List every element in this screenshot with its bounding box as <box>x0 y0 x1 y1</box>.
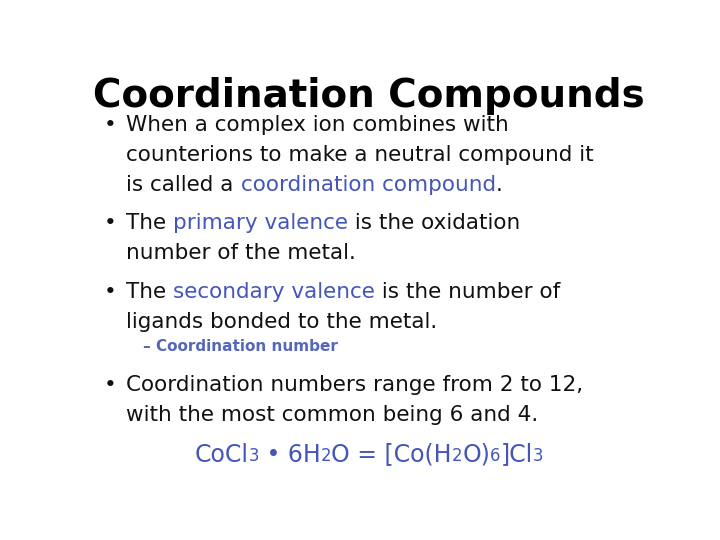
Text: O): O) <box>462 442 490 467</box>
Text: •: • <box>104 375 117 395</box>
Text: primary valence: primary valence <box>174 213 348 233</box>
Text: ]Cl: ]Cl <box>500 442 533 467</box>
Text: counterions to make a neutral compound it: counterions to make a neutral compound i… <box>126 145 594 165</box>
Text: 2: 2 <box>321 447 331 465</box>
Text: •: • <box>104 282 117 302</box>
Text: When a complex ion combines with: When a complex ion combines with <box>126 114 509 134</box>
Text: •: • <box>104 213 117 233</box>
Text: ligands bonded to the metal.: ligands bonded to the metal. <box>126 312 438 332</box>
Text: 3: 3 <box>248 447 259 465</box>
Text: The: The <box>126 282 174 302</box>
Text: secondary valence: secondary valence <box>174 282 375 302</box>
Text: CoCl: CoCl <box>194 442 248 467</box>
Text: .: . <box>495 174 503 194</box>
Text: is the oxidation: is the oxidation <box>348 213 521 233</box>
Text: 6: 6 <box>490 447 500 465</box>
Text: – Coordination number: – Coordination number <box>143 339 338 354</box>
Text: with the most common being 6 and 4.: with the most common being 6 and 4. <box>126 405 539 425</box>
Text: Coordination Compounds: Coordination Compounds <box>93 77 645 115</box>
Text: is called a: is called a <box>126 174 240 194</box>
Text: number of the metal.: number of the metal. <box>126 244 356 264</box>
Text: Coordination numbers range from 2 to 12,: Coordination numbers range from 2 to 12, <box>126 375 583 395</box>
Text: 2: 2 <box>452 447 462 465</box>
Text: The: The <box>126 213 174 233</box>
Text: is the number of: is the number of <box>375 282 560 302</box>
Text: 3: 3 <box>533 447 544 465</box>
Text: • 6H: • 6H <box>259 442 321 467</box>
Text: O = [Co(H: O = [Co(H <box>331 442 452 467</box>
Text: coordination compound: coordination compound <box>240 174 495 194</box>
Text: •: • <box>104 114 117 134</box>
